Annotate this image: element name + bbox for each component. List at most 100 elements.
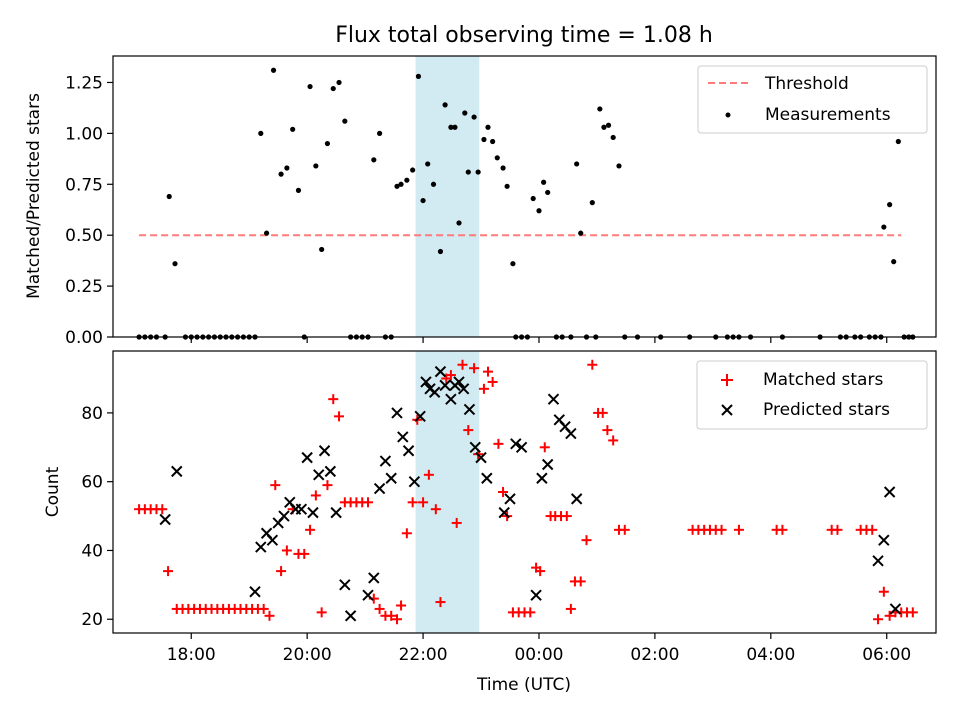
predicted-star-point: [373, 482, 386, 495]
measurement-point: [336, 79, 342, 86]
measurement-point: [485, 124, 491, 130]
matched-star-point: [733, 524, 744, 535]
matched-star-point: [157, 504, 168, 515]
measurement-point: [342, 118, 348, 124]
matched-star-point: [386, 610, 397, 621]
measurement-point: [545, 189, 551, 196]
measurement-point: [330, 85, 336, 92]
measurement-point: [263, 230, 270, 236]
legend-matched-label: Matched stars: [763, 370, 883, 390]
matched-star-point: [363, 497, 374, 508]
predicted-star-point: [402, 445, 415, 457]
predicted-star-point: [266, 534, 279, 546]
predicted-star-point: [397, 431, 409, 443]
predicted-star-point: [530, 589, 542, 601]
predicted-star-point: [171, 465, 183, 478]
predicted-star-point: [872, 555, 884, 567]
measurement-point: [284, 165, 290, 171]
predicted-star-point: [547, 393, 560, 405]
matched-star-point: [401, 528, 412, 539]
y-tick-label: 60: [81, 473, 103, 493]
predicted-star-point: [301, 451, 313, 464]
measurement-point: [377, 130, 383, 136]
predicted-star-point: [536, 472, 548, 484]
legend-measurements-label: Measurements: [765, 105, 891, 125]
measurement-point: [597, 106, 603, 112]
measurement-point: [490, 138, 496, 145]
measurement-point: [398, 181, 404, 187]
measurement-point: [530, 195, 536, 202]
matched-star-point: [878, 586, 889, 597]
ratio-x-ticks: [190, 337, 888, 343]
count-panel: 20 40 60 80 18:00 20:00 22:00 00:00 02:00 04:00 0…: [43, 350, 937, 695]
matched-star-point: [716, 524, 727, 535]
predicted-star-point: [504, 493, 516, 505]
y-tick-label: 1.00: [65, 124, 103, 144]
matched-star-point: [777, 524, 788, 535]
measurement-point: [307, 83, 313, 90]
predicted-star-point: [368, 572, 380, 584]
ratio-y-axis-label: Matched/Predicted stars: [24, 93, 44, 299]
measurement-point: [475, 169, 481, 175]
ratio-panel: 0.00 0.25 0.50 0.75 1.00 1.25 Matched/Predict…: [24, 55, 937, 348]
x-tick-label: 22:00: [399, 645, 448, 665]
measurement-point: [887, 202, 893, 208]
matched-star-point: [873, 614, 884, 625]
measurement-point: [465, 169, 471, 175]
x-tick-label: 00:00: [514, 645, 563, 665]
predicted-star-point: [428, 386, 441, 398]
count-plot-frame: [112, 350, 937, 634]
measurement-point: [371, 157, 377, 163]
measurement-point: [295, 187, 302, 193]
predicted-star-point: [408, 475, 421, 488]
measurement-point: [448, 124, 454, 130]
predicted-star-point: [318, 445, 331, 457]
predicted-star-point: [344, 610, 357, 622]
measurement-point: [172, 261, 178, 267]
predicted-star-point: [307, 506, 319, 519]
matched-star-point: [445, 370, 456, 381]
measurement-point: [536, 208, 542, 214]
y-tick-label: 0.00: [65, 328, 103, 348]
matched-star-point: [270, 480, 281, 491]
legend-threshold-label: Threshold: [764, 74, 849, 94]
measurement-point: [462, 110, 468, 116]
x-tick-label: 04:00: [746, 645, 795, 665]
predicted-star-point: [457, 383, 470, 395]
predicted-star-point: [481, 472, 493, 484]
x-tick-label: 20:00: [283, 645, 332, 665]
measurement-point: [319, 246, 325, 253]
count-y-axis: 20 40 60 80: [81, 404, 113, 630]
measurement-point: [601, 124, 607, 130]
legend-cross-marker: [721, 404, 733, 416]
legend-plus-marker: [721, 374, 733, 386]
predicted-star-point: [362, 589, 374, 601]
matched-star-point: [597, 407, 608, 418]
matched-star-point: [423, 469, 434, 480]
measurement-point: [166, 193, 172, 200]
predicted-star-point: [391, 407, 403, 419]
y-tick-label: 0.50: [65, 226, 103, 246]
count-y-axis-label: Count: [43, 466, 63, 517]
matched-star-point: [619, 524, 630, 535]
matched-star-point: [575, 576, 586, 587]
predicted-star-point: [453, 376, 465, 388]
predicted-star-point: [330, 506, 342, 519]
measurement-point: [425, 161, 431, 167]
measurement-point: [278, 171, 284, 177]
matched-star-point: [281, 545, 292, 556]
predicted-star-point: [469, 441, 481, 453]
ratio-y-axis: 0.00 0.25 0.50 0.75 1.00 1.25: [65, 73, 113, 348]
predicted-star-point: [385, 472, 397, 484]
predicted-star-point: [278, 510, 290, 522]
measurement-point: [504, 183, 510, 189]
matched-star-point: [469, 363, 480, 374]
x-tick-label: 06:00: [862, 645, 911, 665]
count-points: [134, 359, 918, 625]
measurement-point: [891, 259, 897, 265]
ratio-legend: Threshold Measurements: [697, 65, 928, 134]
y-tick-label: 40: [81, 541, 103, 561]
measurement-point: [394, 183, 400, 189]
predicted-star-point: [414, 410, 426, 423]
y-tick-label: 0.75: [65, 175, 103, 195]
